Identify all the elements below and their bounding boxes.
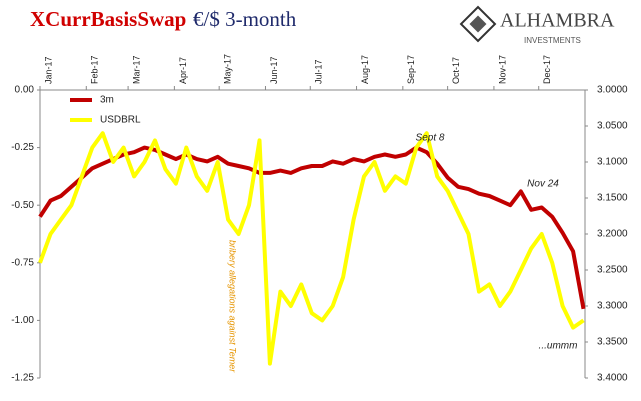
x-tick-label: Jul-17 bbox=[314, 59, 324, 84]
y2-tick-label: 3.3000 bbox=[597, 301, 628, 312]
y2-tick-label: 3.1000 bbox=[597, 157, 628, 168]
annotation: ...ummm bbox=[539, 341, 578, 352]
y-tick-label: 0.00 bbox=[15, 85, 35, 96]
series-line bbox=[38, 145, 586, 310]
series-line bbox=[38, 131, 585, 366]
x-tick-label: Mar-17 bbox=[131, 55, 141, 84]
logo-icon bbox=[459, 5, 497, 43]
x-tick-label: Jun-17 bbox=[269, 56, 279, 84]
y2-tick-label: 3.0500 bbox=[597, 121, 628, 132]
y2-tick-label: 3.2000 bbox=[597, 229, 628, 240]
y2-tick-label: 3.3500 bbox=[597, 337, 628, 348]
x-tick-label: Jan-17 bbox=[43, 56, 53, 84]
annotation: bribery allegations against Temer bbox=[228, 240, 238, 373]
annotation: Nov 24 bbox=[527, 179, 559, 190]
chart-title: XCurrBasisSwap bbox=[30, 7, 186, 31]
x-tick-label: Aug-17 bbox=[360, 55, 370, 84]
x-tick-label: Oct-17 bbox=[451, 57, 461, 84]
logo-name: ALHAMBRA bbox=[500, 10, 615, 32]
y2-tick-label: 3.2500 bbox=[597, 265, 628, 276]
x-tick-label: Feb-17 bbox=[90, 55, 100, 84]
y-tick-label: -0.75 bbox=[11, 257, 34, 268]
logo-tagline: INVESTMENTS bbox=[524, 36, 581, 45]
x-tick-label: Nov-17 bbox=[497, 55, 507, 84]
y-tick-label: -1.00 bbox=[11, 315, 34, 326]
x-tick-label: Dec-17 bbox=[542, 55, 552, 84]
chart-subtitle: €/$ 3-month bbox=[193, 7, 297, 31]
y-tick-label: -1.25 bbox=[11, 373, 34, 384]
y-tick-label: -0.25 bbox=[11, 142, 34, 153]
y2-tick-label: 3.1500 bbox=[597, 193, 628, 204]
y-tick-label: -0.50 bbox=[11, 200, 34, 211]
legend-label: 3m bbox=[100, 95, 114, 106]
annotation: Sept 8 bbox=[416, 133, 445, 144]
x-tick-label: Apr-17 bbox=[178, 57, 188, 84]
x-tick-label: May-17 bbox=[223, 54, 233, 84]
x-tick-label: Sep-17 bbox=[406, 55, 416, 84]
y2-tick-label: 3.0000 bbox=[597, 85, 628, 96]
legend-label: USDBRL bbox=[100, 115, 141, 126]
y2-tick-label: 3.4000 bbox=[597, 373, 628, 384]
